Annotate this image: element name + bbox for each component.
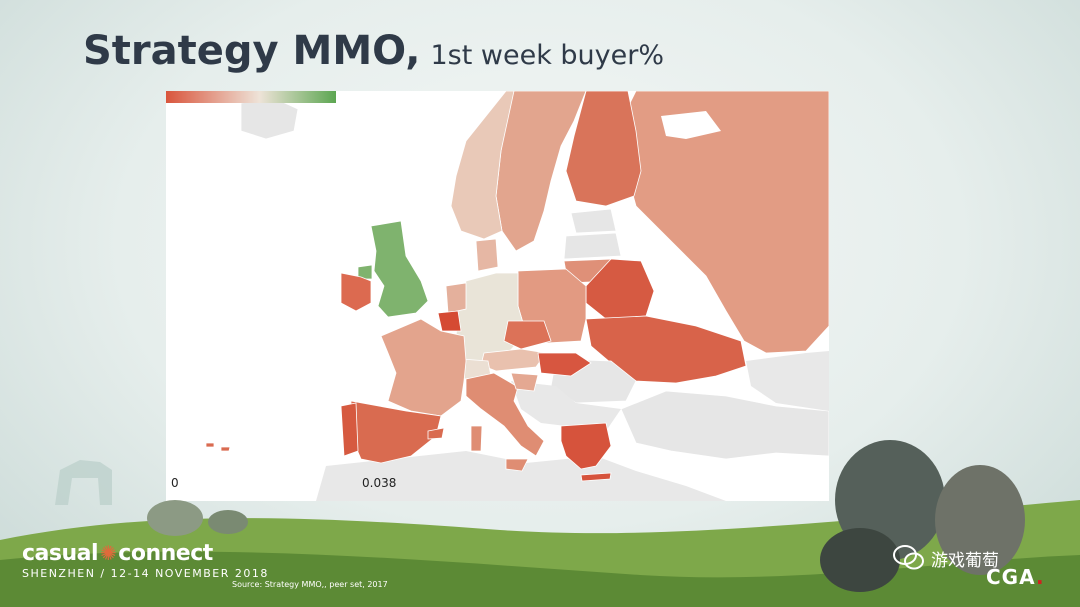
wechat-watermark: 游戏葡萄	[893, 545, 999, 571]
rock-right-3	[820, 528, 900, 592]
map-country-norway	[450, 91, 515, 240]
europe-choropleth-map	[205, 91, 829, 501]
map-country-czech-republic	[503, 320, 552, 350]
map-caucasus	[746, 351, 829, 411]
wechat-icon	[893, 545, 924, 570]
map-country-ireland	[340, 272, 372, 312]
map-country-hungary	[537, 352, 592, 377]
legend-min-label: 0	[171, 476, 179, 490]
map-country-uk-ni	[357, 264, 373, 280]
cga-logo: CGA.	[986, 565, 1045, 589]
europe-map-panel: 0 0.038	[166, 91, 829, 501]
rock-right-1	[835, 440, 945, 560]
stone-arch	[55, 460, 112, 505]
map-north-africa	[316, 451, 726, 501]
rock-left	[147, 500, 203, 536]
slide-title: Strategy MMO, 1st week buyer%	[83, 28, 664, 74]
map-country-italy-islands	[470, 425, 529, 472]
map-country-russia	[620, 91, 829, 354]
map-country-netherlands	[445, 282, 467, 314]
map-country-belgium	[437, 310, 462, 332]
map-country-austria	[480, 348, 547, 372]
map-country-italy	[465, 372, 545, 457]
map-country-portugal	[340, 402, 359, 457]
map-country-france	[380, 318, 467, 417]
map-country-finland	[565, 91, 642, 207]
map-country-latvia	[563, 232, 622, 260]
map-country-spain-balearic	[427, 427, 445, 440]
map-country-iceland	[240, 98, 299, 140]
casual-connect-logo: casual ✺connect SHENZHEN / 12-14 NOVEMBER…	[22, 541, 269, 580]
map-country-denmark	[475, 238, 499, 272]
slide-title-sub: 1st week buyer%	[430, 40, 665, 71]
map-canary-islands	[205, 442, 231, 452]
map-country-greece	[560, 422, 612, 470]
source-note: Source: Strategy MMO,, peer set, 2017	[232, 580, 388, 589]
burst-icon: ✺	[100, 541, 117, 565]
map-country-estonia	[570, 208, 617, 234]
legend-max-label: 0.038	[362, 476, 397, 490]
slide-title-main: Strategy MMO,	[83, 28, 421, 74]
map-white-sea	[661, 111, 721, 139]
map-country-greece-crete	[580, 472, 612, 482]
map-balkans	[511, 381, 621, 431]
rock-left-2	[208, 510, 248, 534]
map-country-united-kingdom	[370, 220, 429, 318]
legend-color-scale	[166, 91, 336, 103]
map-country-turkey	[620, 390, 829, 460]
map-country-croatia	[510, 372, 539, 392]
map-country-ukraine	[585, 315, 747, 384]
